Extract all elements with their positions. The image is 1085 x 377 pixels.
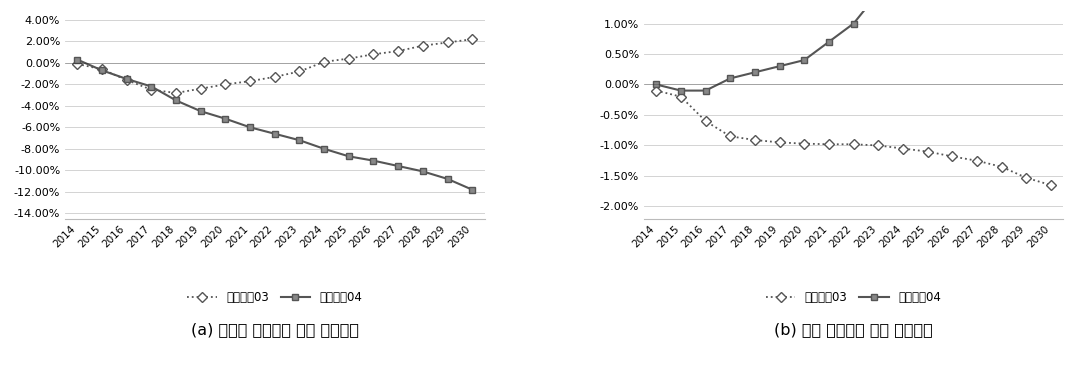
- 시나리숴03: [71, 62, 84, 66]
- 시나리숴03: [318, 60, 331, 64]
- 시나리숴04: [268, 132, 281, 136]
- 시나리숴03: [675, 94, 688, 99]
- Line: 시나리숴04: 시나리숴04: [653, 0, 1055, 94]
- 시나리숴04: [219, 116, 232, 121]
- 시나리숴03: [822, 142, 835, 147]
- 시나리숴04: [797, 58, 810, 62]
- 시나리숴03: [244, 79, 257, 83]
- 시나리숴04: [392, 164, 405, 168]
- 시나리숴03: [749, 138, 762, 142]
- 시나리숴04: [847, 21, 860, 26]
- 시나리숴04: [120, 77, 133, 81]
- Line: 시나리숴03: 시나리숴03: [74, 36, 475, 97]
- 시나리숴03: [465, 37, 478, 41]
- 시나리숴04: [749, 70, 762, 75]
- 시나리숴03: [946, 154, 959, 159]
- 시나리숴04: [822, 40, 835, 44]
- 시나리숴04: [465, 187, 478, 192]
- Legend: 시나리숴03, 시나리숴04: 시나리숴03, 시나리숴04: [762, 287, 946, 309]
- 시나리숴03: [699, 119, 712, 123]
- Line: 시나리숴04: 시나리숴04: [74, 56, 475, 193]
- 시나리숴03: [367, 52, 380, 57]
- Text: (a) 고숭련 노동자의 숭련 프리미엄: (a) 고숭련 노동자의 숭련 프리미엄: [191, 322, 359, 337]
- 시나리숴03: [120, 78, 133, 82]
- Line: 시나리숴03: 시나리숴03: [653, 87, 1055, 188]
- 시나리숴04: [650, 82, 663, 87]
- 시나리숴03: [896, 146, 909, 151]
- 시나리숴04: [71, 57, 84, 62]
- 시나리숴03: [95, 67, 108, 72]
- 시나리숴04: [441, 177, 454, 181]
- 시나리숴03: [441, 40, 454, 45]
- 시나리숴04: [145, 84, 158, 89]
- 시나리숴04: [95, 68, 108, 73]
- Text: (b) 숭련 노동자의 숭련 프리미엄: (b) 숭련 노동자의 숭련 프리미엄: [775, 322, 933, 337]
- 시나리숴03: [392, 49, 405, 53]
- 시나리숴03: [417, 43, 430, 48]
- 시나리숴03: [169, 91, 182, 95]
- 시나리숴03: [871, 143, 884, 148]
- 시나리숴04: [675, 88, 688, 93]
- 시나리숴04: [724, 76, 737, 81]
- 시나리숴04: [293, 138, 306, 143]
- 시나리숴03: [995, 164, 1008, 169]
- 시나리숴03: [145, 87, 158, 92]
- 시나리숴04: [194, 109, 207, 113]
- 시나리숴03: [724, 134, 737, 139]
- 시나리숴03: [774, 140, 787, 145]
- 시나리숴04: [417, 169, 430, 174]
- 시나리숴03: [921, 149, 934, 154]
- 시나리숴04: [318, 147, 331, 151]
- 시나리숴04: [774, 64, 787, 69]
- 시나리숴03: [219, 82, 232, 87]
- 시나리숴04: [367, 158, 380, 163]
- 시나리숴03: [1045, 183, 1058, 187]
- 시나리숴03: [268, 75, 281, 79]
- 시나리숴04: [244, 125, 257, 130]
- 시나리숴04: [169, 98, 182, 103]
- 시나리숴03: [342, 56, 355, 61]
- 시나리숴03: [293, 69, 306, 74]
- 시나리숴03: [847, 142, 860, 147]
- 시나리숴03: [194, 86, 207, 91]
- Legend: 시나리숴03, 시나리숴04: 시나리숴03, 시나리숴04: [182, 287, 367, 309]
- 시나리숴04: [699, 88, 712, 93]
- 시나리숴04: [342, 154, 355, 159]
- 시나리숴03: [1020, 176, 1033, 180]
- 시나리숴03: [650, 88, 663, 93]
- 시나리숴03: [970, 158, 983, 163]
- 시나리숴03: [797, 141, 810, 146]
